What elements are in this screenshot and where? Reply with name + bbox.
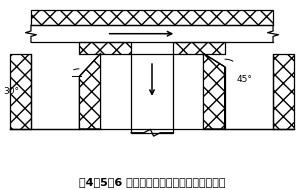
Bar [31, 10, 273, 25]
Bar [31, 25, 273, 42]
Polygon shape [203, 54, 225, 129]
Bar [225, 54, 273, 129]
Bar [131, 54, 173, 133]
Bar [79, 42, 131, 54]
Bar [31, 54, 79, 129]
Bar [273, 54, 294, 129]
Text: 30°: 30° [4, 87, 20, 96]
Bar [173, 42, 225, 54]
Text: 45°: 45° [237, 75, 253, 84]
Polygon shape [79, 54, 101, 129]
Bar [10, 54, 31, 129]
Text: 图4．5．6 主风管上直接开口连接支风管方式: 图4．5．6 主风管上直接开口连接支风管方式 [79, 177, 225, 187]
